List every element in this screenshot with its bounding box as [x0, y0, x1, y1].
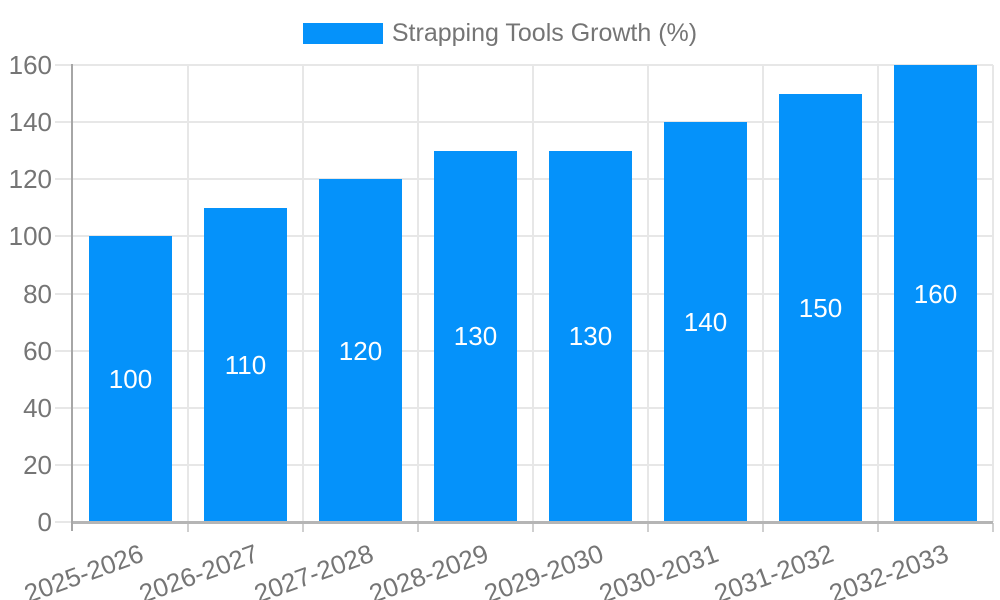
bar-value-label: 100	[108, 364, 153, 395]
x-axis-category-label: 2027-2028	[250, 538, 378, 600]
x-tick-mark	[417, 523, 419, 532]
v-gridline	[532, 65, 534, 522]
y-tick-mark	[55, 235, 73, 238]
y-tick-mark	[55, 64, 73, 66]
bar-value-label: 120	[338, 335, 383, 366]
x-axis-category-label: 2030-2031	[595, 538, 723, 600]
y-axis-tick-label: 160	[8, 50, 52, 80]
bar	[894, 65, 977, 521]
x-axis-category-label: 2029-2030	[480, 538, 608, 600]
bar-value-label: 130	[453, 321, 498, 352]
x-axis-category-label: 2025-2026	[20, 538, 148, 600]
bar-value-label: 140	[683, 307, 728, 338]
bar	[434, 150, 517, 521]
y-tick-mark	[55, 349, 73, 352]
y-tick-mark	[55, 521, 73, 523]
bar-value-label: 110	[224, 349, 267, 380]
x-tick-mark	[992, 523, 994, 532]
bar	[89, 236, 172, 521]
legend-label: Strapping Tools Growth (%)	[391, 19, 698, 47]
x-tick-mark	[877, 523, 879, 532]
v-gridline	[992, 65, 994, 522]
y-tick-mark	[55, 292, 73, 295]
y-axis-tick-label: 60	[23, 335, 52, 366]
y-axis-line	[71, 64, 73, 531]
x-tick-mark	[532, 523, 534, 532]
v-gridline	[187, 65, 189, 522]
y-tick-mark	[55, 463, 73, 466]
v-gridline	[762, 65, 764, 522]
x-axis-category-label: 2026-2027	[135, 538, 263, 600]
v-gridline	[647, 65, 649, 522]
y-axis-tick-label: 80	[23, 278, 52, 309]
bar-value-label: 150	[798, 292, 843, 323]
x-axis-category-label: 2032-2033	[825, 538, 953, 600]
y-axis-tick-label: 20	[23, 449, 52, 480]
x-axis-category-label: 2028-2029	[365, 538, 493, 600]
x-axis-line	[73, 521, 993, 524]
y-tick-mark	[55, 178, 73, 181]
y-axis-tick-label: 40	[23, 392, 52, 423]
bar	[549, 150, 632, 521]
bar	[664, 122, 747, 521]
y-tick-mark	[55, 406, 73, 409]
bar	[204, 207, 287, 521]
y-tick-mark	[55, 121, 73, 124]
x-axis-category-label: 2031-2032	[710, 538, 838, 600]
x-tick-mark	[187, 523, 189, 532]
bar	[319, 179, 402, 521]
legend-swatch	[302, 23, 383, 44]
x-tick-mark	[302, 523, 304, 532]
y-axis-tick-label: 120	[8, 164, 52, 195]
v-gridline	[302, 65, 304, 522]
y-axis-tick-label: 100	[8, 221, 52, 252]
legend[interactable]: Strapping Tools Growth (%)	[0, 20, 1000, 47]
v-gridline	[877, 65, 879, 522]
x-tick-mark	[647, 523, 649, 532]
bar-value-label: 160	[913, 278, 958, 309]
bar-value-label: 130	[568, 321, 613, 352]
y-axis-tick-label: 0	[37, 507, 52, 537]
y-axis-tick-label: 140	[8, 107, 52, 138]
bar	[779, 93, 862, 521]
v-gridline	[417, 65, 419, 522]
x-tick-mark	[762, 523, 764, 532]
